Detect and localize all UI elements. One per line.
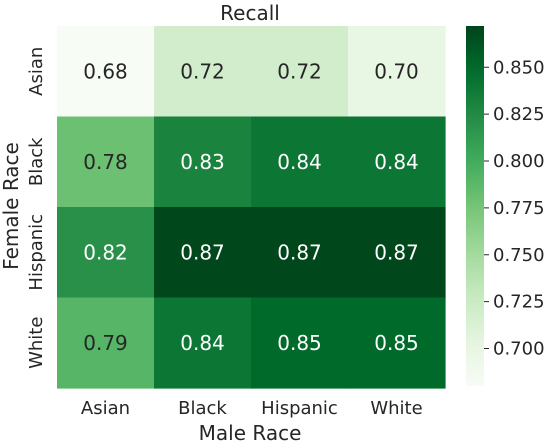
cell-value-label: 0.84 (180, 331, 225, 355)
x-axis-label: Male Race (199, 421, 302, 442)
heatmap-cell (348, 26, 446, 118)
heatmap-cell (57, 26, 155, 118)
heatmap-cell (348, 297, 446, 389)
y-tick-label: Black (26, 137, 47, 186)
heatmap-cell (57, 207, 155, 299)
colorbar-tick-label: 0.775 (493, 198, 545, 219)
heatmap-cell (251, 26, 349, 118)
x-tick-label: Black (178, 398, 227, 419)
heatmap-cell (348, 207, 446, 299)
heatmap-cell (251, 116, 349, 208)
y-axis-label: Female Race (0, 142, 23, 270)
heatmap-cell (57, 116, 155, 208)
y-tick-label: Hispanic (26, 214, 47, 291)
cell-value-label: 0.87 (374, 240, 419, 264)
colorbar-tick-label: 0.850 (493, 57, 545, 78)
colorbar-tick-label: 0.800 (493, 151, 545, 172)
cell-value-label: 0.83 (180, 150, 225, 174)
heatmap-cell (348, 116, 446, 208)
chart-title: Recall (220, 1, 280, 25)
heatmap-cell (251, 297, 349, 389)
heatmap-cell (154, 26, 252, 118)
heatmap-cell (57, 297, 155, 389)
x-tick-label: Asian (81, 398, 130, 419)
cell-value-label: 0.79 (83, 331, 128, 355)
heatmap-cell (154, 207, 252, 299)
cell-value-label: 0.78 (83, 150, 128, 174)
cell-value-label: 0.84 (277, 150, 322, 174)
cell-value-label: 0.87 (277, 240, 322, 264)
x-tick-labels: Asian Black Hispanic White (81, 398, 423, 419)
cell-value-label: 0.85 (374, 331, 419, 355)
colorbar-tick-label: 0.825 (493, 104, 545, 125)
colorbar-tick-label: 0.725 (493, 292, 545, 313)
colorbar-tick-label: 0.750 (493, 245, 545, 266)
cell-value-label: 0.70 (374, 59, 419, 83)
cell-value-label: 0.72 (277, 59, 322, 83)
cell-value-label: 0.87 (180, 240, 225, 264)
cell-value-label: 0.68 (83, 59, 128, 83)
heatmap-cell (251, 207, 349, 299)
colorbar (466, 26, 484, 386)
y-tick-label: Asian (26, 47, 47, 96)
heatmap-cells: 0.68 0.72 0.72 0.70 0.78 0.83 0.84 0.84 0.82 0.87… (57, 26, 446, 389)
cell-value-label: 0.85 (277, 331, 322, 355)
colorbar-ticks: 0.700 0.725 0.750 0.775 0.800 0.825 0.850 (484, 57, 545, 360)
colorbar-tick-label: 0.700 (493, 339, 545, 360)
cell-value-label: 0.72 (180, 59, 225, 83)
x-tick-label: Hispanic (261, 398, 338, 419)
heatmap-cell (154, 297, 252, 389)
cell-value-label: 0.84 (374, 150, 419, 174)
cell-value-label: 0.82 (83, 240, 128, 264)
x-tick-label: White (370, 398, 422, 419)
y-tick-label: White (26, 317, 47, 369)
heatmap-cell (154, 116, 252, 208)
y-tick-labels: Asian Black Hispanic White (26, 47, 47, 369)
